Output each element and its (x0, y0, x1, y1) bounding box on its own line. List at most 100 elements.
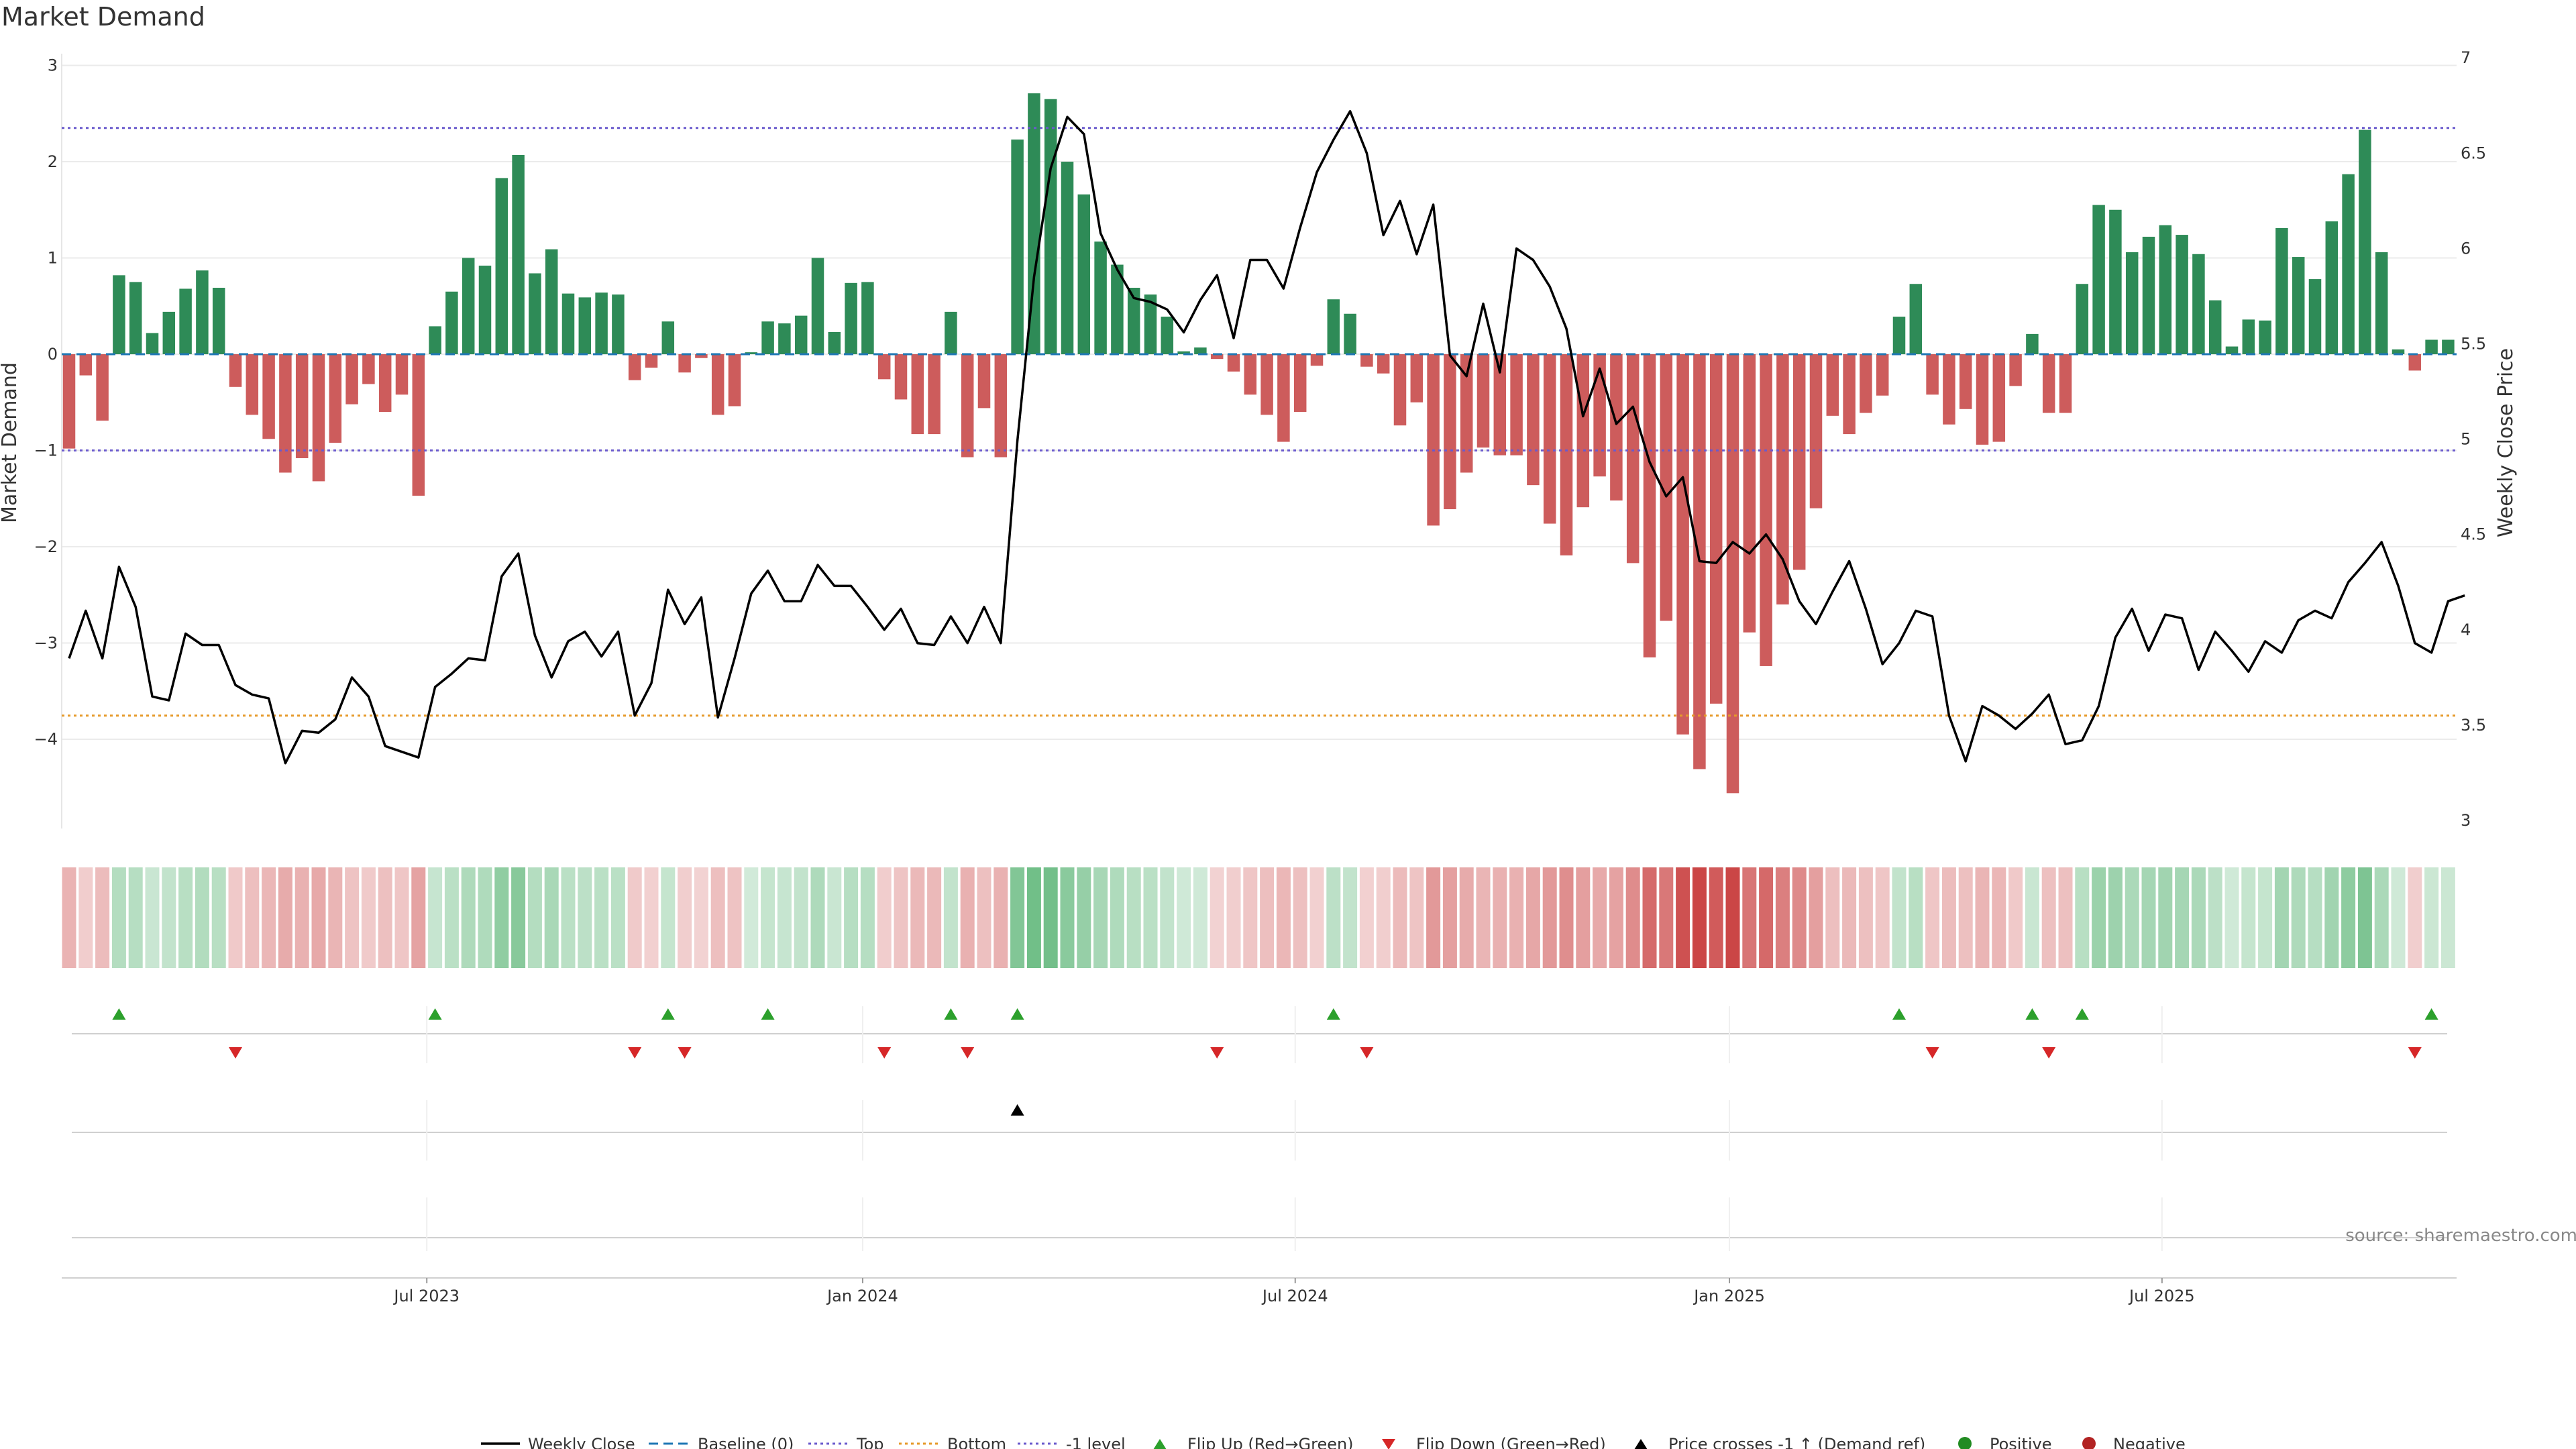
positive-heat-cell (744, 867, 759, 968)
positive-heat-cell (1143, 867, 1158, 968)
left-axis-label: Market Demand (0, 362, 21, 523)
positive-heat-cell (2324, 867, 2339, 968)
svg-text:-1 level: -1 level (1066, 1435, 1126, 1449)
positive-heat-cell (860, 867, 875, 968)
negative-demand-bar (1760, 354, 1772, 666)
legend: Weekly Close Baseline (0) Top Bottom -1 … (481, 1435, 2186, 1449)
positive-demand-bar (2375, 252, 2388, 354)
negative-demand-bar (1959, 354, 1972, 409)
negative-demand-bar (1427, 354, 1440, 526)
flip-up-marker (761, 1008, 775, 1020)
positive-demand-bar (828, 331, 841, 354)
positive-demand-bar (445, 291, 458, 354)
positive-demand-bar (545, 249, 558, 354)
negative-demand-bar (1527, 354, 1540, 486)
negative-heat-cell (378, 867, 392, 968)
negative-demand-bar (1244, 354, 1257, 395)
negative-demand-bar (1743, 354, 1756, 633)
legend-item-negative: Negative (2082, 1435, 2186, 1449)
negative-heat-cell (644, 867, 659, 968)
positive-demand-bar (2176, 235, 2188, 354)
negative-demand-bar (1360, 354, 1373, 367)
flip-down-marker (1360, 1047, 1374, 1059)
negative-demand-bar (1792, 354, 1806, 570)
negative-heat-cell (894, 867, 908, 968)
positive-demand-bar (1194, 347, 1207, 354)
positive-demand-bar (2109, 209, 2122, 354)
negative-demand-bar (1709, 354, 1723, 704)
negative-demand-bar (395, 354, 409, 395)
positive-heat-cell (2141, 867, 2156, 968)
negative-heat-cell (1975, 867, 1990, 968)
flip-down-legend-icon (1382, 1439, 1395, 1449)
positive-demand-bar (2159, 225, 2172, 354)
negative-heat-cell (1692, 867, 1707, 968)
negative-heat-cell (1809, 867, 1823, 968)
legend-item-minus-one: -1 level (1018, 1435, 1126, 1449)
negative-heat-cell (960, 867, 975, 968)
negative-heat-cell (1576, 867, 1591, 968)
svg-text:Flip Down (Green→Red): Flip Down (Green→Red) (1416, 1435, 1606, 1449)
svg-text:Negative: Negative (2113, 1435, 2186, 1449)
positive-heat-cell (661, 867, 676, 968)
positive-demand-bar (2259, 320, 2271, 354)
positive-demand-bar (429, 326, 441, 354)
positive-demand-bar (512, 154, 525, 354)
positive-heat-cell (1193, 867, 1208, 968)
positive-demand-bar (2275, 228, 2288, 354)
flip-up-marker (428, 1008, 442, 1020)
positive-heat-cell (2191, 867, 2206, 968)
right-tick-label: 5.5 (2461, 335, 2486, 354)
negative-demand-bar (645, 354, 658, 368)
positive-heat-cell (2125, 867, 2139, 968)
right-tick-label: 3 (2461, 811, 2471, 830)
positive-legend-icon (1958, 1437, 1972, 1449)
negative-heat-cell (1625, 867, 1640, 968)
left-tick-label: −4 (34, 730, 58, 749)
negative-demand-bar (1277, 354, 1290, 442)
negative-heat-cell (228, 867, 243, 968)
positive-heat-cell (2224, 867, 2239, 968)
positive-demand-bar (2125, 252, 2139, 354)
negative-heat-cell (694, 867, 708, 968)
positive-heat-cell (2258, 867, 2273, 968)
positive-heat-cell (1077, 867, 1091, 968)
flip-up-marker (2075, 1008, 2089, 1020)
positive-demand-bar (612, 294, 625, 354)
negative-demand-bar (1210, 354, 1224, 360)
negative-heat-cell (877, 867, 892, 968)
negative-demand-bar (894, 354, 908, 400)
flip-up-marker (1010, 1008, 1024, 1020)
positive-heat-cell (1177, 867, 1191, 968)
negative-heat-cell (1709, 867, 1723, 968)
positive-heat-cell (1026, 867, 1041, 968)
negative-demand-bar (1726, 354, 1739, 794)
positive-demand-bar (794, 315, 808, 354)
negative-heat-cell (2041, 867, 2056, 968)
positive-demand-bar (2442, 339, 2455, 354)
negative-heat-cell (1393, 867, 1407, 968)
positive-heat-cell (2357, 867, 2372, 968)
negative-demand-bar (1826, 354, 1839, 416)
positive-demand-bar (2425, 339, 2438, 354)
left-tick-label: −1 (34, 441, 58, 460)
negative-demand-bar (1460, 354, 1473, 473)
right-axis-ticks: 7 6.5 6 5.5 5 4.5 4 3.5 3 (2461, 48, 2486, 830)
positive-demand-bar (2242, 319, 2255, 354)
negative-demand-bar (62, 354, 76, 449)
negative-demand-bar (1576, 354, 1590, 508)
negative-heat-cell (1293, 867, 1307, 968)
negative-demand-bar (412, 354, 425, 496)
left-tick-label: 3 (48, 56, 58, 75)
negative-demand-bar (1943, 354, 1955, 425)
positive-demand-bar (661, 321, 675, 354)
negative-demand-bar (1293, 354, 1307, 413)
positive-heat-cell (1093, 867, 1108, 968)
svg-text:Flip Up (Red→Green): Flip Up (Red→Green) (1187, 1435, 1354, 1449)
left-axis-ticks: 3 2 1 0 −1 −2 −3 −4 (34, 56, 58, 749)
positive-demand-bar (2225, 346, 2239, 354)
negative-heat-cell (710, 867, 725, 968)
positive-heat-cell (2274, 867, 2289, 968)
negative-heat-cell (1359, 867, 1374, 968)
positive-heat-cell (478, 867, 492, 968)
